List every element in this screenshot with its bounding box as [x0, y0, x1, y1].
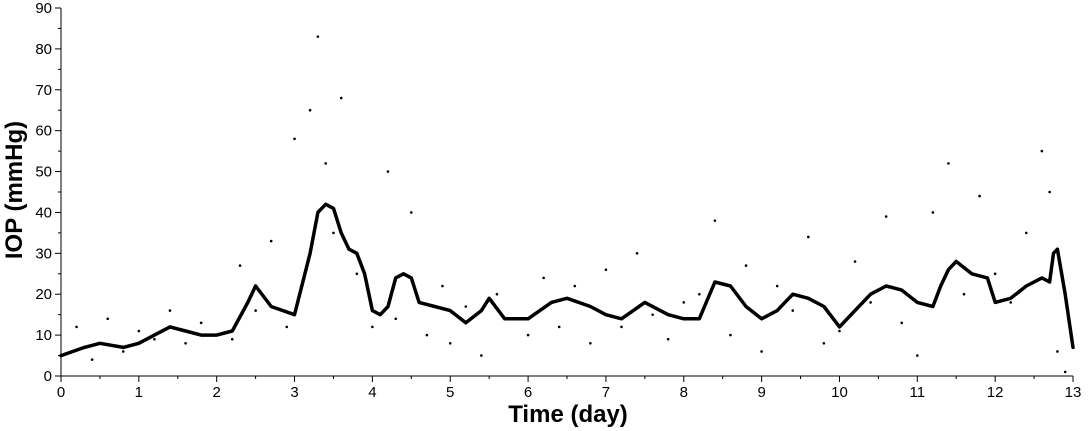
- data-point: [410, 211, 413, 214]
- x-tick-label: 12: [987, 384, 1004, 401]
- data-point: [557, 325, 561, 329]
- data-point: [744, 264, 748, 267]
- data-point: [324, 162, 327, 165]
- y-tick-label: 30: [35, 245, 52, 262]
- data-point: [869, 301, 872, 304]
- data-point: [822, 341, 826, 345]
- y-tick-label: 70: [35, 82, 52, 99]
- data-point: [75, 325, 78, 329]
- data-point: [230, 337, 234, 341]
- y-tick-label: 0: [44, 368, 52, 385]
- data-point: [900, 321, 904, 325]
- data-point: [184, 341, 187, 345]
- data-point: [308, 108, 312, 112]
- data-point: [620, 325, 623, 329]
- data-point: [978, 194, 981, 198]
- plot-area: [59, 35, 1075, 374]
- data-point: [729, 333, 732, 337]
- data-point: [635, 252, 639, 255]
- data-point: [666, 337, 670, 341]
- data-point: [386, 170, 390, 173]
- y-tick-label: 50: [35, 164, 52, 181]
- x-axis-title: Time (day): [508, 401, 628, 428]
- x-tick-label: 8: [680, 384, 688, 401]
- data-point: [464, 305, 468, 308]
- data-point: [316, 35, 320, 38]
- data-point: [448, 341, 452, 345]
- y-tick-label: 10: [35, 327, 52, 344]
- data-point: [121, 350, 125, 353]
- data-point: [371, 325, 374, 329]
- data-point: [807, 235, 810, 239]
- data-point: [332, 231, 335, 235]
- data-point: [962, 292, 966, 296]
- data-point: [137, 329, 141, 333]
- y-tick-label: 60: [35, 123, 52, 140]
- data-point: [604, 268, 608, 271]
- x-tick-label: 11: [910, 384, 926, 401]
- data-point: [339, 96, 343, 100]
- data-point: [199, 321, 203, 325]
- data-point: [153, 337, 156, 341]
- data-point: [1040, 149, 1044, 153]
- data-point: [713, 219, 717, 222]
- x-tick-label: 0: [57, 384, 65, 401]
- data-point: [1063, 370, 1067, 374]
- data-point: [269, 239, 273, 243]
- data-point: [993, 272, 997, 276]
- data-point: [1048, 190, 1051, 194]
- data-point: [480, 354, 483, 357]
- data-point: [791, 309, 795, 312]
- data-point: [1024, 231, 1028, 235]
- x-tick-label: 10: [831, 384, 848, 401]
- x-tick-label: 9: [757, 384, 765, 401]
- data-point: [106, 317, 110, 321]
- y-axis-title: IOP (mmHg): [1, 121, 28, 259]
- x-tick-label: 7: [602, 384, 610, 401]
- x-tick-label: 4: [368, 384, 376, 401]
- data-point: [238, 264, 242, 267]
- data-point: [425, 333, 429, 337]
- data-point: [394, 317, 398, 321]
- data-point: [589, 341, 592, 345]
- x-tick-label: 13: [1065, 384, 1082, 401]
- x-tick-label: 5: [446, 384, 454, 401]
- data-point: [775, 284, 779, 288]
- data-point: [682, 301, 686, 304]
- data-point: [285, 325, 289, 329]
- trend-line: [59, 202, 1075, 358]
- x-tick-label: 3: [290, 384, 298, 401]
- y-tick-label: 80: [35, 41, 52, 58]
- x-tick-label: 2: [213, 384, 221, 401]
- y-axis: 0 10 20 30 40 50 60 70 80 90: [35, 0, 62, 385]
- data-point: [651, 313, 654, 316]
- data-point: [853, 260, 857, 263]
- x-tick-label: 1: [135, 384, 143, 401]
- y-tick-label: 90: [35, 0, 52, 17]
- data-point: [838, 329, 841, 333]
- data-point: [947, 162, 950, 165]
- data-point: [441, 284, 444, 288]
- data-point: [495, 292, 499, 296]
- data-point: [168, 309, 172, 312]
- data-point: [573, 284, 577, 288]
- data-point: [1009, 301, 1013, 304]
- data-point: [1056, 350, 1059, 353]
- data-point: [916, 354, 919, 357]
- x-axis: 0 1 2 3 4 5 6 7 8 9 10 11 12 13: [57, 375, 1082, 401]
- data-point: [90, 358, 94, 361]
- data-point: [542, 276, 545, 280]
- data-point: [293, 137, 296, 141]
- data-point: [698, 292, 701, 296]
- data-point: [254, 309, 257, 312]
- data-point: [526, 333, 530, 337]
- data-point: [355, 272, 359, 276]
- x-tick-label: 6: [524, 384, 532, 401]
- data-point: [931, 211, 935, 214]
- data-point: [884, 215, 888, 218]
- y-tick-label: 20: [35, 286, 52, 303]
- y-tick-label: 40: [35, 204, 52, 221]
- data-point: [760, 350, 763, 353]
